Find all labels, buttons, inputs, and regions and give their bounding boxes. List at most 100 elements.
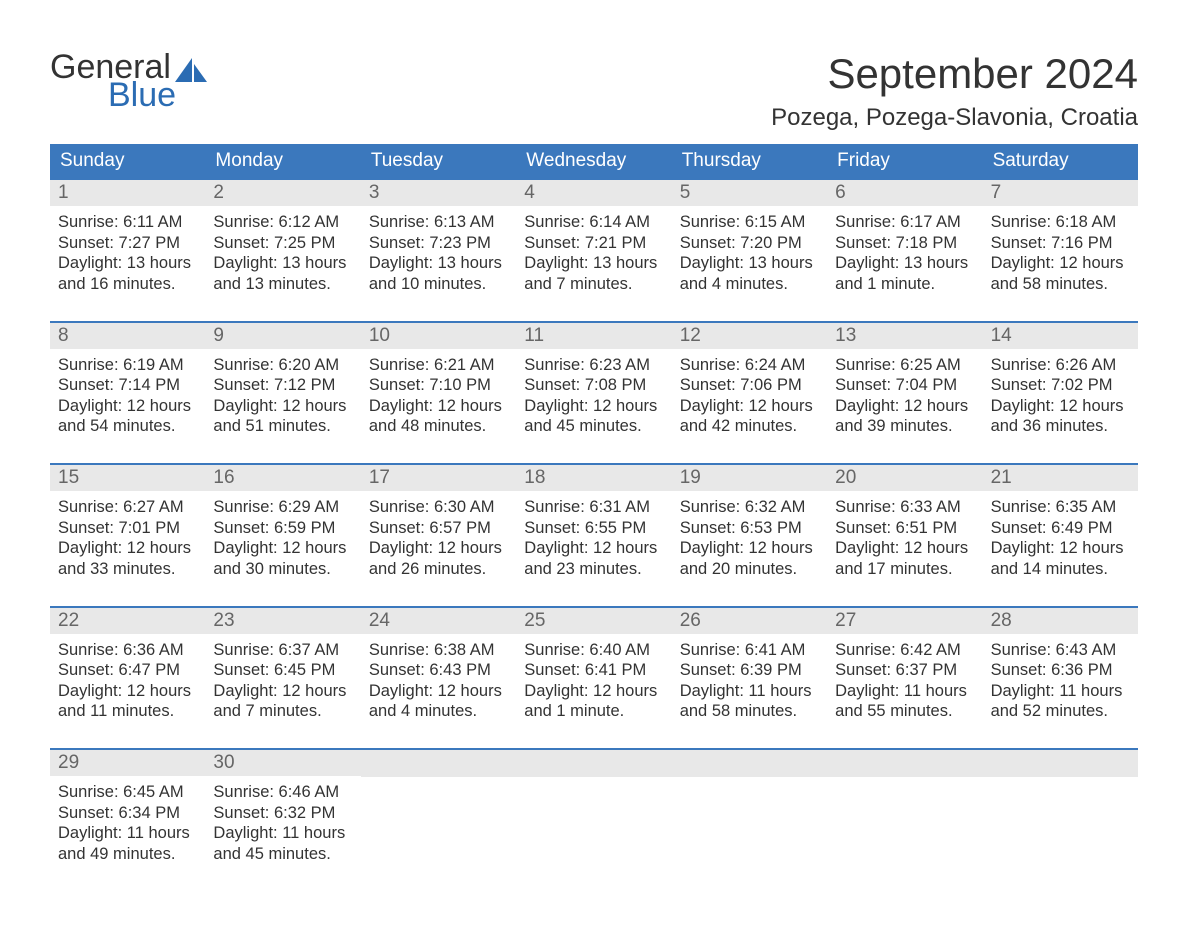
day-line-sr: Sunrise: 6:29 AM: [213, 497, 352, 518]
week-row: 22Sunrise: 6:36 AMSunset: 6:47 PMDayligh…: [50, 606, 1138, 733]
day-body: Sunrise: 6:26 AMSunset: 7:02 PMDaylight:…: [983, 349, 1138, 448]
day-line-ss: Sunset: 7:10 PM: [369, 375, 508, 396]
day-line-d2: and 10 minutes.: [369, 274, 508, 295]
day-body: Sunrise: 6:20 AMSunset: 7:12 PMDaylight:…: [205, 349, 360, 448]
day-body: Sunrise: 6:40 AMSunset: 6:41 PMDaylight:…: [516, 634, 671, 733]
day-line-d1: Daylight: 13 hours: [835, 253, 974, 274]
day-body: Sunrise: 6:33 AMSunset: 6:51 PMDaylight:…: [827, 491, 982, 590]
day-body: Sunrise: 6:11 AMSunset: 7:27 PMDaylight:…: [50, 206, 205, 305]
day-number: 29: [50, 750, 205, 776]
day-line-ss: Sunset: 7:20 PM: [680, 233, 819, 254]
day-number: 1: [50, 180, 205, 206]
day-header-row: SundayMondayTuesdayWednesdayThursdayFrid…: [50, 144, 1138, 178]
day-cell: 29Sunrise: 6:45 AMSunset: 6:34 PMDayligh…: [50, 750, 205, 875]
day-line-d1: Daylight: 13 hours: [213, 253, 352, 274]
day-cell: 7Sunrise: 6:18 AMSunset: 7:16 PMDaylight…: [983, 180, 1138, 305]
day-line-d1: Daylight: 11 hours: [58, 823, 197, 844]
day-line-d2: and 26 minutes.: [369, 559, 508, 580]
day-line-sr: Sunrise: 6:31 AM: [524, 497, 663, 518]
day-line-d1: Daylight: 13 hours: [58, 253, 197, 274]
day-cell: 5Sunrise: 6:15 AMSunset: 7:20 PMDaylight…: [672, 180, 827, 305]
day-number: 3: [361, 180, 516, 206]
day-line-sr: Sunrise: 6:25 AM: [835, 355, 974, 376]
day-line-ss: Sunset: 6:59 PM: [213, 518, 352, 539]
day-line-d2: and 20 minutes.: [680, 559, 819, 580]
day-line-d2: and 17 minutes.: [835, 559, 974, 580]
day-cell: 8Sunrise: 6:19 AMSunset: 7:14 PMDaylight…: [50, 323, 205, 448]
day-line-d2: and 4 minutes.: [680, 274, 819, 295]
day-cell: 27Sunrise: 6:42 AMSunset: 6:37 PMDayligh…: [827, 608, 982, 733]
day-line-sr: Sunrise: 6:27 AM: [58, 497, 197, 518]
day-body: Sunrise: 6:41 AMSunset: 6:39 PMDaylight:…: [672, 634, 827, 733]
day-body: Sunrise: 6:21 AMSunset: 7:10 PMDaylight:…: [361, 349, 516, 448]
day-line-ss: Sunset: 7:01 PM: [58, 518, 197, 539]
day-line-d2: and 16 minutes.: [58, 274, 197, 295]
day-line-sr: Sunrise: 6:30 AM: [369, 497, 508, 518]
day-line-sr: Sunrise: 6:14 AM: [524, 212, 663, 233]
day-cell: 23Sunrise: 6:37 AMSunset: 6:45 PMDayligh…: [205, 608, 360, 733]
day-line-sr: Sunrise: 6:38 AM: [369, 640, 508, 661]
day-cell: 21Sunrise: 6:35 AMSunset: 6:49 PMDayligh…: [983, 465, 1138, 590]
day-line-d2: and 1 minute.: [835, 274, 974, 295]
day-number: 26: [672, 608, 827, 634]
day-line-ss: Sunset: 6:55 PM: [524, 518, 663, 539]
day-line-ss: Sunset: 7:27 PM: [58, 233, 197, 254]
day-cell: 24Sunrise: 6:38 AMSunset: 6:43 PMDayligh…: [361, 608, 516, 733]
day-line-ss: Sunset: 7:25 PM: [213, 233, 352, 254]
day-body: Sunrise: 6:37 AMSunset: 6:45 PMDaylight:…: [205, 634, 360, 733]
day-line-d2: and 45 minutes.: [524, 416, 663, 437]
day-line-d1: Daylight: 12 hours: [58, 538, 197, 559]
day-line-ss: Sunset: 7:06 PM: [680, 375, 819, 396]
day-line-d2: and 7 minutes.: [213, 701, 352, 722]
day-line-ss: Sunset: 6:32 PM: [213, 803, 352, 824]
day-cell: 2Sunrise: 6:12 AMSunset: 7:25 PMDaylight…: [205, 180, 360, 305]
day-body: Sunrise: 6:25 AMSunset: 7:04 PMDaylight:…: [827, 349, 982, 448]
day-body: Sunrise: 6:29 AMSunset: 6:59 PMDaylight:…: [205, 491, 360, 590]
location-text: Pozega, Pozega-Slavonia, Croatia: [771, 104, 1138, 132]
day-line-d1: Daylight: 12 hours: [58, 396, 197, 417]
day-line-d1: Daylight: 12 hours: [991, 396, 1130, 417]
calendar: SundayMondayTuesdayWednesdayThursdayFrid…: [50, 144, 1138, 875]
day-body: Sunrise: 6:27 AMSunset: 7:01 PMDaylight:…: [50, 491, 205, 590]
day-line-ss: Sunset: 6:34 PM: [58, 803, 197, 824]
day-line-d1: Daylight: 12 hours: [680, 396, 819, 417]
day-body: Sunrise: 6:19 AMSunset: 7:14 PMDaylight:…: [50, 349, 205, 448]
day-cell: 9Sunrise: 6:20 AMSunset: 7:12 PMDaylight…: [205, 323, 360, 448]
day-line-d1: Daylight: 12 hours: [524, 681, 663, 702]
day-line-ss: Sunset: 7:12 PM: [213, 375, 352, 396]
week-row: 1Sunrise: 6:11 AMSunset: 7:27 PMDaylight…: [50, 178, 1138, 305]
day-line-d2: and 36 minutes.: [991, 416, 1130, 437]
day-number: 18: [516, 465, 671, 491]
day-line-ss: Sunset: 7:23 PM: [369, 233, 508, 254]
day-header: Sunday: [50, 144, 205, 178]
day-cell: 12Sunrise: 6:24 AMSunset: 7:06 PMDayligh…: [672, 323, 827, 448]
day-cell: [827, 750, 982, 875]
day-line-ss: Sunset: 6:45 PM: [213, 660, 352, 681]
day-number: 28: [983, 608, 1138, 634]
day-number: 19: [672, 465, 827, 491]
day-line-sr: Sunrise: 6:13 AM: [369, 212, 508, 233]
day-cell: 19Sunrise: 6:32 AMSunset: 6:53 PMDayligh…: [672, 465, 827, 590]
day-body: Sunrise: 6:24 AMSunset: 7:06 PMDaylight:…: [672, 349, 827, 448]
day-line-sr: Sunrise: 6:26 AM: [991, 355, 1130, 376]
day-number: 15: [50, 465, 205, 491]
day-body: Sunrise: 6:35 AMSunset: 6:49 PMDaylight:…: [983, 491, 1138, 590]
day-line-ss: Sunset: 6:47 PM: [58, 660, 197, 681]
day-line-ss: Sunset: 7:02 PM: [991, 375, 1130, 396]
day-number: [516, 750, 671, 777]
day-line-ss: Sunset: 6:37 PM: [835, 660, 974, 681]
top-bar: General Blue September 2024 Pozega, Poze…: [50, 50, 1138, 132]
day-number: 10: [361, 323, 516, 349]
week-row: 15Sunrise: 6:27 AMSunset: 7:01 PMDayligh…: [50, 463, 1138, 590]
day-line-sr: Sunrise: 6:17 AM: [835, 212, 974, 233]
day-line-sr: Sunrise: 6:15 AM: [680, 212, 819, 233]
day-number: 5: [672, 180, 827, 206]
day-line-ss: Sunset: 7:21 PM: [524, 233, 663, 254]
day-header: Tuesday: [361, 144, 516, 178]
day-header: Monday: [205, 144, 360, 178]
day-number: 22: [50, 608, 205, 634]
day-line-sr: Sunrise: 6:12 AM: [213, 212, 352, 233]
day-line-d2: and 23 minutes.: [524, 559, 663, 580]
day-line-d2: and 51 minutes.: [213, 416, 352, 437]
day-line-d1: Daylight: 12 hours: [835, 396, 974, 417]
